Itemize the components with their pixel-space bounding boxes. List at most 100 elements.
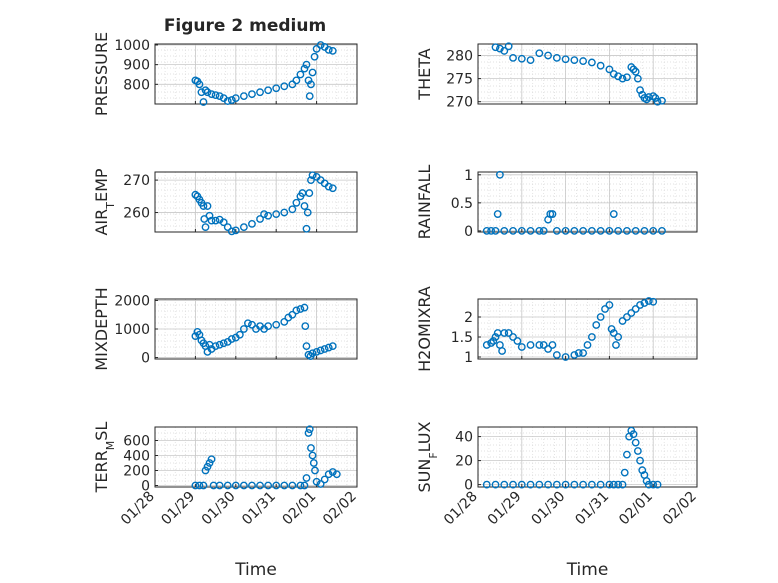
y-tick-label: 400 xyxy=(123,449,150,465)
data-point xyxy=(500,226,509,235)
data-point xyxy=(280,317,289,326)
subplot-2: 270 275 280 THETA xyxy=(415,42,698,111)
y-tick-label: 600 xyxy=(123,434,150,450)
data-point xyxy=(605,301,614,309)
data-point xyxy=(614,226,623,235)
data-point xyxy=(328,342,337,351)
series-points xyxy=(191,41,337,106)
data-point xyxy=(605,65,614,74)
data-point xyxy=(574,349,583,357)
data-point xyxy=(328,468,337,476)
data-point xyxy=(302,342,311,351)
data-point xyxy=(316,346,325,355)
data-point xyxy=(235,330,244,339)
data-point xyxy=(482,480,491,489)
data-point xyxy=(570,226,579,235)
y-tick-label: 20 xyxy=(455,454,473,470)
y-tick-label: 1000 xyxy=(114,322,150,338)
y-tick-label: 275 xyxy=(446,72,473,88)
y-tick-label: 2 xyxy=(464,310,473,326)
data-point xyxy=(280,208,289,217)
data-point xyxy=(658,96,666,105)
data-point xyxy=(535,341,544,349)
data-point xyxy=(644,480,653,489)
y-axis-label: SUNFLUX xyxy=(415,421,440,492)
data-point xyxy=(239,92,248,101)
data-point xyxy=(489,337,498,345)
data-point xyxy=(561,226,570,235)
y-tick-label: 270 xyxy=(123,173,150,189)
data-point xyxy=(640,299,649,307)
data-point xyxy=(195,80,204,89)
data-point xyxy=(500,329,509,337)
data-point xyxy=(609,480,618,489)
data-point xyxy=(482,226,491,235)
data-point xyxy=(207,455,216,464)
data-point xyxy=(272,84,281,93)
data-point xyxy=(231,94,240,102)
data-point xyxy=(623,313,631,321)
data-point xyxy=(288,205,297,214)
data-point xyxy=(491,43,500,52)
data-point xyxy=(614,333,623,341)
data-point xyxy=(509,333,517,341)
data-point xyxy=(300,303,309,312)
y-axis-label: RAINFALL xyxy=(415,165,434,240)
data-point xyxy=(495,44,504,53)
y-tick-label: 1.5 xyxy=(451,330,473,346)
data-point xyxy=(244,319,252,328)
y-axis-label: TERRMSL xyxy=(92,422,117,494)
data-point xyxy=(272,320,281,329)
data-point xyxy=(517,480,526,489)
data-point xyxy=(239,481,248,490)
data-point xyxy=(633,74,642,83)
data-point xyxy=(500,47,509,55)
data-point xyxy=(199,98,208,106)
data-point xyxy=(579,57,588,65)
data-point xyxy=(264,481,273,490)
x-axis-label: Time xyxy=(234,560,277,580)
data-point xyxy=(517,343,526,351)
data-point xyxy=(316,41,325,49)
data-point xyxy=(513,337,522,345)
y-axis-label: MIXDEPTH xyxy=(92,287,111,370)
data-point xyxy=(223,97,232,105)
data-point xyxy=(328,184,337,193)
data-point xyxy=(272,210,281,219)
data-point xyxy=(491,333,500,341)
data-point xyxy=(623,226,631,235)
axes-box xyxy=(477,426,698,488)
data-point xyxy=(304,76,313,85)
data-point xyxy=(605,226,614,235)
data-point xyxy=(509,53,517,62)
data-point xyxy=(618,74,627,83)
data-point xyxy=(636,301,644,309)
data-point xyxy=(504,42,513,51)
data-point xyxy=(609,70,618,78)
data-point xyxy=(288,80,297,89)
data-point xyxy=(264,211,273,220)
data-point xyxy=(623,450,631,459)
data-point xyxy=(324,343,333,352)
data-point xyxy=(219,339,228,348)
data-point xyxy=(614,480,623,489)
data-point xyxy=(316,480,325,488)
data-point xyxy=(203,202,212,210)
data-point xyxy=(633,447,642,455)
data-point xyxy=(312,477,321,486)
data-point xyxy=(491,226,500,235)
data-point xyxy=(215,481,224,490)
y-tick-label: 200 xyxy=(123,464,150,480)
data-point xyxy=(248,481,256,490)
data-point xyxy=(302,474,311,482)
data-point xyxy=(292,306,301,315)
data-point xyxy=(587,480,596,489)
data-point xyxy=(211,342,220,351)
data-point xyxy=(296,70,305,79)
data-point xyxy=(227,227,236,236)
data-point xyxy=(305,425,314,434)
data-point xyxy=(493,210,502,218)
data-point xyxy=(256,481,264,490)
data-point xyxy=(509,226,517,235)
data-point xyxy=(535,480,544,489)
